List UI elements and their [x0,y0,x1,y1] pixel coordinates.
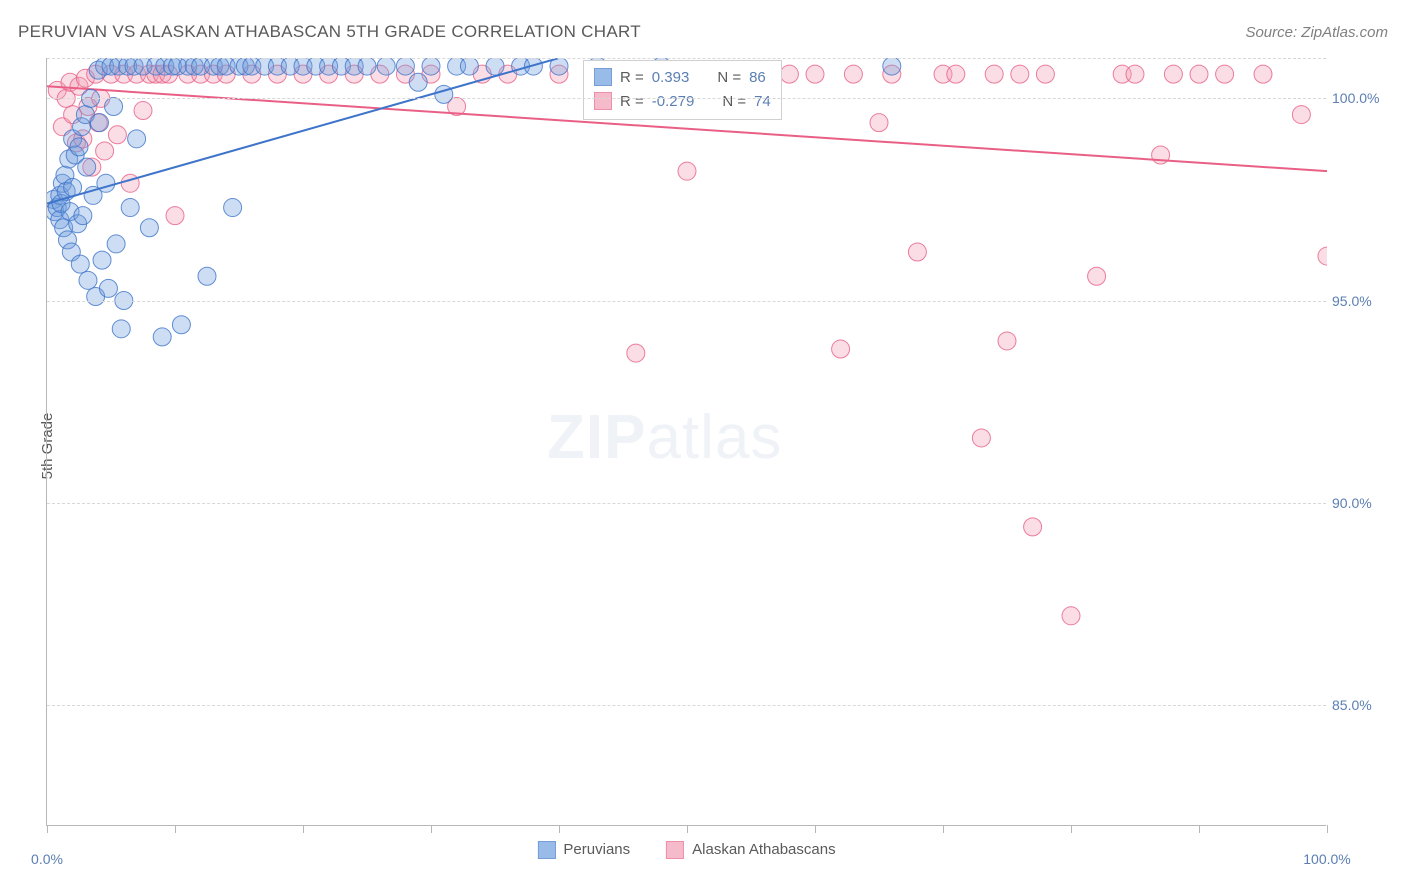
swatch-peruvians [537,841,555,859]
x-tick-mark [943,825,944,833]
stats-N-label: N = [722,93,746,110]
x-tick-mark [47,825,48,833]
x-tick-mark [303,825,304,833]
bottom-legend: Peruvians Alaskan Athabascans [537,841,835,859]
x-tick-mark [815,825,816,833]
x-tick-mark [175,825,176,833]
stats-box: R = 0.393 N = 86 R = -0.279 N = 74 [583,60,782,120]
swatch-athabascans [594,92,612,110]
swatch-athabascans [666,841,684,859]
source-label: Source: ZipAtlas.com [1245,24,1388,41]
stats-N-label: N = [717,69,741,86]
legend-item-peruvians: Peruvians [537,841,630,859]
chart-title: PERUVIAN VS ALASKAN ATHABASCAN 5TH GRADE… [18,22,641,42]
plot-svg [47,58,1327,826]
gridline-h [47,503,1326,504]
x-tick-mark [687,825,688,833]
x-tick-label: 100.0% [1303,851,1350,867]
gridline-h [47,301,1326,302]
stats-row-athabascans: R = -0.279 N = 74 [594,89,771,113]
y-tick-label: 85.0% [1332,697,1392,713]
stats-R-label: R = [620,69,644,86]
x-tick-mark [431,825,432,833]
scatter-plot: ZIPatlas R = 0.393 N = 86 R = -0.279 N =… [46,58,1326,826]
y-tick-label: 90.0% [1332,495,1392,511]
stats-R-label: R = [620,93,644,110]
swatch-peruvians [594,68,612,86]
y-tick-label: 100.0% [1332,90,1392,106]
x-tick-label: 0.0% [31,851,63,867]
legend-item-athabascans: Alaskan Athabascans [666,841,835,859]
gridline-h [47,98,1326,99]
stats-row-peruvians: R = 0.393 N = 86 [594,65,771,89]
stats-N-athabascans: 74 [754,93,771,110]
stats-R-peruvians: 0.393 [652,69,690,86]
x-tick-mark [559,825,560,833]
legend-label-athabascans: Alaskan Athabascans [692,841,835,858]
gridline-h [47,58,1326,59]
x-tick-mark [1071,825,1072,833]
legend-label-peruvians: Peruvians [563,841,630,858]
gridline-h [47,705,1326,706]
stats-N-peruvians: 86 [749,69,766,86]
y-tick-label: 95.0% [1332,293,1392,309]
x-tick-mark [1199,825,1200,833]
x-tick-mark [1327,825,1328,833]
stats-R-athabascans: -0.279 [652,93,695,110]
